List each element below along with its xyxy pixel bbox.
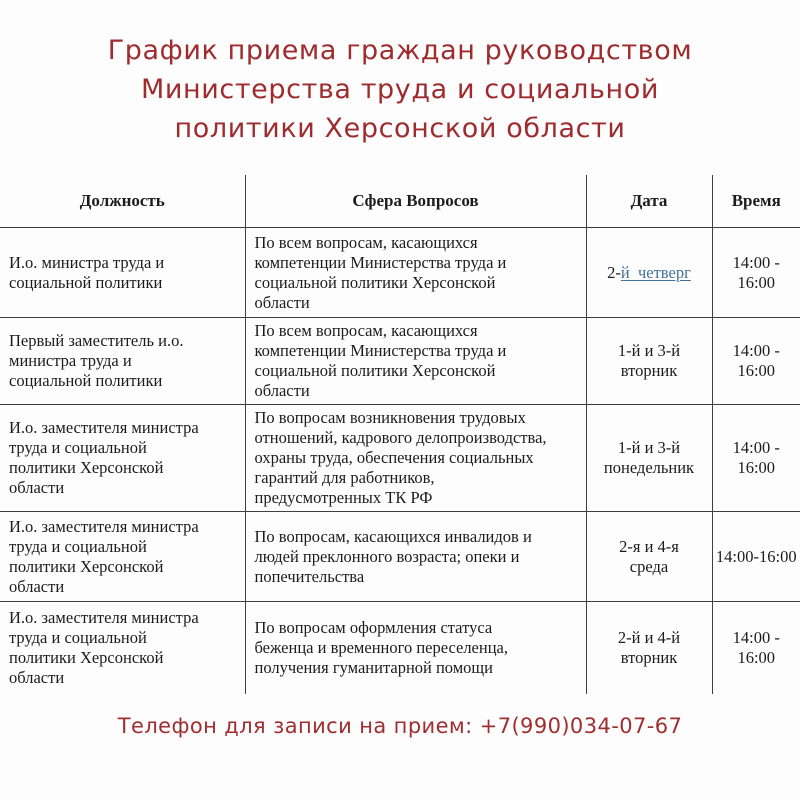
- time-cell: 14:00 - 16:00: [711, 404, 800, 512]
- date-hyperlink[interactable]: й четверг: [620, 262, 691, 282]
- table-header-row: Должность Сфера Вопросов Дата Время: [0, 175, 800, 228]
- time-cell: 14:00-16:00: [711, 511, 800, 602]
- topics-cell: По вопросам оформления статуса беженца и…: [244, 601, 587, 694]
- date-cell: 2-й четверг: [585, 227, 713, 318]
- col-header-time: Время: [711, 175, 800, 228]
- topics-cell: По всем вопросам, касающихся компетенции…: [244, 227, 587, 318]
- page-title-line-3: политики Херсонской области: [174, 113, 626, 144]
- position-cell: И.о. заместителя министра труда и социал…: [0, 511, 246, 602]
- col-header-position: Должность: [0, 175, 246, 228]
- date-prefix: 2-: [607, 262, 621, 282]
- position-cell: Первый заместитель и.о. министра труда и…: [0, 317, 246, 405]
- date-cell: 1-й и 3-й вторник: [585, 317, 713, 405]
- table-row: И.о. заместителя министра труда и социал…: [0, 511, 800, 602]
- topics-cell: По всем вопросам, касающихся компетенции…: [244, 317, 587, 405]
- table-row: И.о. министра труда и социальной политик…: [0, 227, 800, 318]
- topics-cell: По вопросам возникновения трудовых отнош…: [244, 404, 587, 512]
- table-row: Первый заместитель и.о. министра труда и…: [0, 317, 800, 405]
- position-cell: И.о. заместителя министра труда и социал…: [0, 404, 246, 512]
- position-cell: И.о. заместителя министра труда и социал…: [0, 601, 246, 694]
- page-title: График приема граждан руководством Минис…: [0, 31, 800, 148]
- position-cell: И.о. министра труда и социальной политик…: [0, 227, 246, 318]
- appointment-phone-line: Телефон для записи на прием: +7(990)034-…: [117, 714, 683, 738]
- page-title-line-1: График приема граждан руководством: [107, 35, 693, 66]
- date-cell: 2-й и 4-й вторник: [585, 601, 713, 694]
- time-cell: 14:00 - 16:00: [711, 601, 800, 694]
- date-cell: 1-й и 3-й понедельник: [585, 404, 713, 512]
- col-header-date: Дата: [585, 175, 713, 228]
- table-row: И.о. заместителя министра труда и социал…: [0, 601, 800, 694]
- page-title-line-2: Министерства труда и социальной: [140, 74, 660, 105]
- topics-cell: По вопросам, касающихся инвалидов и люде…: [244, 511, 587, 602]
- date-cell: 2-я и 4-я среда: [585, 511, 713, 602]
- table-row: И.о. заместителя министра труда и социал…: [0, 404, 800, 512]
- time-cell: 14:00 - 16:00: [711, 227, 800, 318]
- time-cell: 14:00 - 16:00: [711, 317, 800, 405]
- schedule-table: Должность Сфера Вопросов Дата Время И.о.…: [0, 175, 800, 694]
- col-header-topics: Сфера Вопросов: [244, 175, 587, 228]
